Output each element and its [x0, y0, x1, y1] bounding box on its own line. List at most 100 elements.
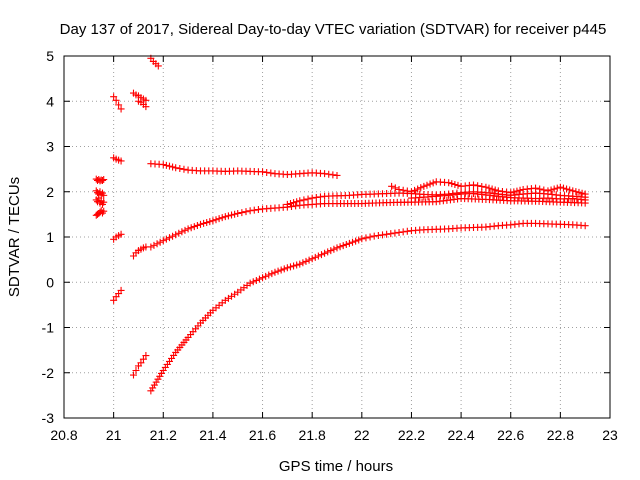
- x-tick-label: 22.8: [547, 427, 574, 443]
- data-point: [246, 279, 254, 287]
- series-track-a1: [92, 175, 108, 185]
- data-point: [300, 196, 308, 204]
- data-point: [181, 226, 189, 234]
- data-point: [345, 239, 353, 247]
- y-tick-label: 3: [46, 139, 54, 155]
- data-point: [254, 206, 262, 214]
- data-point: [206, 218, 214, 226]
- data-point: [296, 260, 304, 268]
- data-point: [317, 251, 325, 259]
- data-point: [209, 217, 217, 225]
- data-point: [296, 197, 304, 205]
- data-point: [445, 179, 453, 187]
- x-tick-label: 21.4: [199, 427, 226, 443]
- data-point: [355, 236, 363, 244]
- series-track-a4: [92, 207, 108, 219]
- data-point: [154, 375, 162, 383]
- data-point: [403, 187, 411, 195]
- data-point: [110, 93, 118, 101]
- data-point: [283, 200, 291, 208]
- data-point: [234, 209, 242, 217]
- data-point: [362, 234, 370, 242]
- data-point: [391, 229, 399, 237]
- data-point: [172, 164, 180, 172]
- data-point: [190, 223, 198, 231]
- data-point: [336, 243, 344, 251]
- data-point: [218, 214, 226, 222]
- data-point: [395, 228, 403, 236]
- y-tick-label: 2: [46, 184, 54, 200]
- data-point: [117, 286, 125, 294]
- data-point: [411, 186, 419, 194]
- data-point: [474, 182, 482, 190]
- data-point: [263, 168, 271, 176]
- data-point: [277, 266, 285, 274]
- data-point: [581, 222, 589, 230]
- data-point: [271, 268, 279, 276]
- data-point: [395, 185, 403, 193]
- data-point: [399, 228, 407, 236]
- data-point: [374, 231, 382, 239]
- series-track-mid3: [388, 178, 589, 198]
- data-point: [149, 384, 157, 392]
- data-point: [215, 215, 223, 223]
- data-point: [165, 162, 173, 170]
- data-point: [98, 176, 106, 184]
- data-point: [308, 194, 316, 202]
- data-point: [142, 96, 150, 104]
- series-track-c4: [129, 352, 150, 379]
- data-point: [100, 176, 108, 184]
- data-point: [352, 237, 360, 245]
- data-point: [304, 195, 312, 203]
- data-point: [221, 213, 229, 221]
- data-point: [100, 191, 108, 199]
- data-point: [147, 387, 155, 395]
- data-point: [150, 381, 158, 389]
- data-point: [420, 182, 428, 190]
- data-point: [575, 188, 583, 196]
- data-point: [448, 180, 456, 188]
- data-point: [399, 186, 407, 194]
- data-point: [358, 235, 366, 243]
- data-point: [165, 234, 173, 242]
- y-tick-label: 0: [46, 274, 54, 290]
- data-point: [117, 105, 125, 113]
- data-point: [172, 231, 180, 239]
- series-track-mid1: [147, 195, 589, 251]
- series-track-b2: [110, 154, 125, 165]
- data-point: [569, 187, 577, 195]
- data-point: [259, 274, 267, 282]
- data-point: [142, 352, 150, 360]
- data-point: [249, 278, 257, 286]
- data-point: [556, 183, 564, 191]
- x-tick-labels: 20.8 21 21.2 21.4 21.6 21.8 22 22.2 22.4 22.6 22.8…: [50, 427, 618, 443]
- data-point: [286, 200, 294, 208]
- data-point: [187, 224, 195, 232]
- data-point: [250, 206, 258, 214]
- data-point: [193, 221, 201, 229]
- ticks-layer: [63, 55, 611, 419]
- data-point: [115, 101, 123, 109]
- data-point: [180, 165, 188, 173]
- series-track-c3: [129, 243, 150, 260]
- y-tick-label: 1: [46, 229, 54, 245]
- grid-layer: [64, 56, 610, 418]
- data-point: [327, 247, 335, 255]
- data-point: [259, 168, 267, 176]
- series-track-lower: [147, 219, 589, 395]
- y-tick-labels: -3 -2 -1 0 1 2 3 4 5: [42, 48, 55, 426]
- data-point: [383, 230, 391, 238]
- data-point: [293, 198, 301, 206]
- data-point: [175, 229, 183, 237]
- series-track-b3: [110, 230, 125, 243]
- x-tick-label: 21.2: [150, 427, 177, 443]
- x-tick-label: 22.6: [497, 427, 524, 443]
- series-track-c2: [134, 97, 150, 111]
- data-point: [152, 378, 160, 386]
- x-tick-label: 22: [354, 427, 370, 443]
- data-point: [153, 240, 161, 248]
- chart-title: Day 137 of 2017, Sidereal Day-to-day VTE…: [60, 21, 607, 38]
- data-point: [162, 161, 170, 169]
- data-point: [321, 170, 329, 178]
